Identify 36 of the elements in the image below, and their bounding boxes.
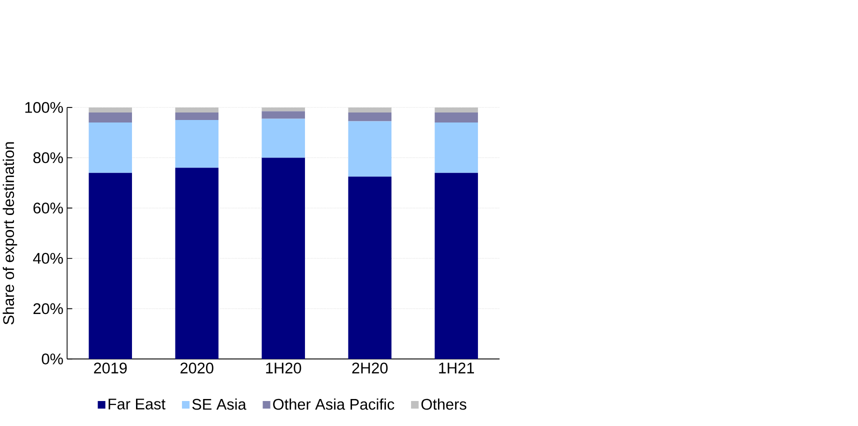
x-tick-label: 2019 bbox=[94, 362, 127, 374]
bar bbox=[88, 122, 132, 173]
y-axis-title: Share of export destination bbox=[2, 142, 18, 324]
x-tick-label: 1H21 bbox=[439, 362, 474, 374]
bar bbox=[175, 112, 218, 120]
legend-label: SE Asia bbox=[192, 398, 246, 410]
bar bbox=[88, 107, 132, 112]
bar bbox=[348, 107, 392, 112]
bar bbox=[262, 107, 305, 112]
y-tick-label: 100% bbox=[25, 102, 63, 113]
bar bbox=[88, 112, 132, 122]
y-tick-label: 0% bbox=[42, 353, 63, 364]
bar bbox=[262, 111, 305, 119]
bar bbox=[434, 122, 478, 173]
legend-label: Other Asia Pacific bbox=[273, 398, 394, 410]
bar bbox=[175, 168, 218, 359]
y-tick-label: 60% bbox=[33, 202, 63, 214]
bar bbox=[348, 176, 392, 359]
bar bbox=[348, 112, 392, 122]
bar bbox=[88, 172, 132, 359]
bar bbox=[434, 107, 478, 112]
bar bbox=[262, 158, 305, 359]
bar bbox=[262, 118, 305, 158]
y-tick-label: 40% bbox=[33, 252, 63, 264]
y-tick-label: 80% bbox=[33, 152, 63, 164]
bar bbox=[348, 121, 392, 177]
x-tick-label: 1H20 bbox=[266, 362, 302, 374]
x-tick-label: 2020 bbox=[180, 362, 214, 374]
bar bbox=[175, 120, 218, 168]
legend-label: Far East bbox=[108, 398, 166, 410]
bar bbox=[434, 172, 478, 359]
legend-label: Others bbox=[421, 398, 466, 410]
y-tick-label: 20% bbox=[33, 303, 63, 314]
x-tick-label: 2H20 bbox=[352, 362, 388, 374]
bar bbox=[175, 107, 218, 112]
bar bbox=[434, 112, 478, 122]
